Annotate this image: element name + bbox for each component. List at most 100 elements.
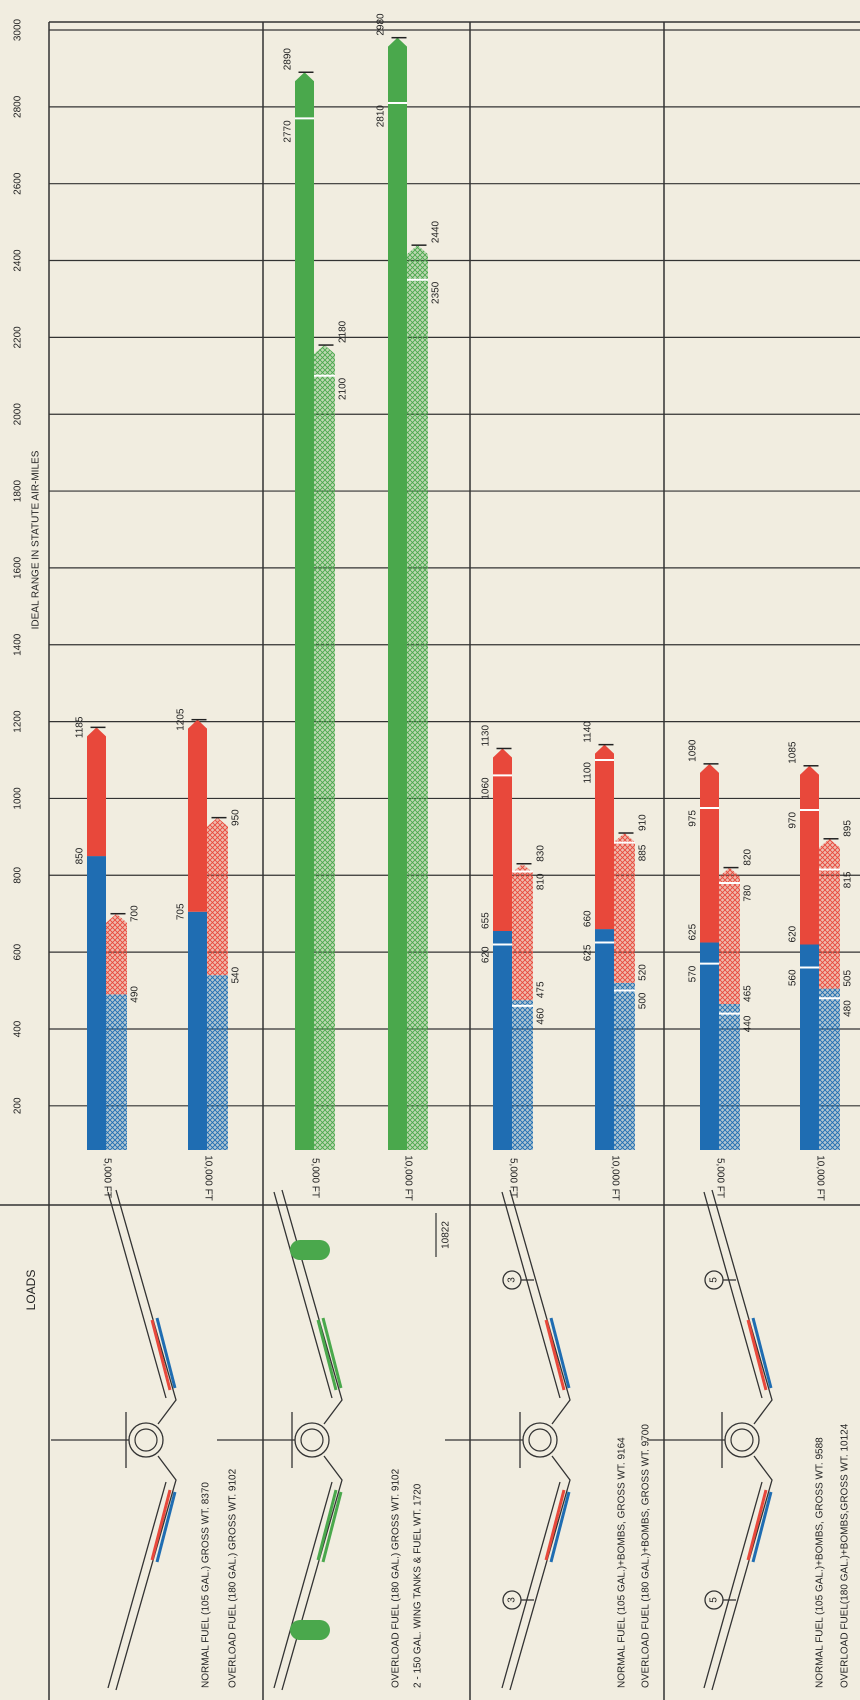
wing-stripe [549,1317,571,1389]
value-label: 1060 [481,777,492,800]
value-label: 2180 [338,320,349,343]
wing-edge [703,1191,763,1399]
altitude-label: 10,000 FT [202,1155,213,1201]
y-tick-label: 400 [13,1020,24,1037]
wing-edge [273,1191,333,1399]
bar-segment [595,929,614,1150]
wing-stripe [321,1491,343,1563]
value-label: 1205 [176,708,187,731]
value-label: 810 [536,873,547,890]
wing [711,1189,773,1425]
loads-title: LOADS [24,1270,38,1311]
y-tick-label: 1800 [13,480,24,503]
value-label: 1130 [481,725,492,747]
wing-stripe [751,1317,773,1389]
bar-segment [700,942,719,1150]
bar-segment [314,345,335,1150]
y-tick-label: 3000 [13,18,24,41]
value-label: 480 [843,1000,854,1017]
value-label: 820 [743,848,754,865]
altitude-label: 10,000 FT [814,1155,825,1201]
bomb [502,1590,522,1610]
load-total: 10822 [441,1221,452,1249]
bar-segment [512,1000,533,1150]
y-tick-label: 2000 [13,403,24,426]
value-label: 850 [75,847,86,864]
y-tick-label: 600 [13,943,24,960]
y-tick-label: 1400 [13,633,24,656]
value-label: 830 [536,845,547,862]
wing-edge [703,1481,763,1689]
value-label: 2810 [376,105,387,128]
nose [128,1422,164,1458]
bar-segment [700,763,719,943]
bar-segment [493,748,512,931]
value-label: 465 [743,985,754,1002]
wing-edge [501,1191,561,1399]
wing [711,1455,773,1691]
load-text: 2 - 150 GAL. WING TANKS & FUEL WT. 1720 [413,1483,424,1688]
wing-stripe [150,1319,172,1391]
wing [509,1189,571,1425]
bar-segment [595,744,614,930]
load-text: NORMAL FUEL (105 GAL.) GROSS WT. 8370 [201,1482,212,1688]
bomb-label: 3 [507,1277,518,1283]
wing-stripe [549,1491,571,1563]
altitude-label: 10,000 FT [609,1155,620,1201]
bar-segment [188,911,207,1150]
load-text: OVERLOAD FUEL(180 GAL.)+BOMBS,GROSS WT. … [840,1423,851,1688]
load-text: NORMAL FUEL (105 GAL.)+BOMBS, GROSS WT. … [815,1437,826,1688]
value-label: 815 [843,871,854,888]
value-label: 2980 [376,13,387,36]
y-tick-label: 2600 [13,172,24,195]
value-label: 2100 [338,377,349,400]
nose-inner [134,1428,158,1452]
value-label: 1090 [688,739,699,762]
value-label: 625 [688,923,699,940]
y-tick-label: 800 [13,867,24,884]
load-text: OVERLOAD FUEL (180 GAL.) GROSS WT. 9102 [391,1468,402,1688]
altitude-label: 5,000 FT [507,1158,518,1198]
bar-segment [207,817,228,976]
wing-edge [273,1481,333,1689]
nose-inner [730,1428,754,1452]
value-label: 560 [788,969,799,986]
altitude-label: 10,000 FT [402,1155,413,1201]
value-label: 885 [638,844,649,861]
wing [509,1455,571,1691]
load-text: OVERLOAD FUEL (180 GAL.) GROSS WT. 9102 [228,1468,239,1688]
wing-stripe [544,1319,566,1391]
value-label: 2770 [283,120,294,143]
wing-stripe [746,1319,768,1391]
value-label: 895 [843,820,854,837]
bomb-label: 5 [709,1597,720,1603]
wing-edge [107,1191,167,1399]
value-label: 460 [536,1007,547,1024]
bar-segment [800,765,819,945]
bar-segment [614,982,635,1150]
load-text: NORMAL FUEL (105 GAL.)+BOMBS, GROSS WT. … [617,1437,628,1688]
y-tick-label: 2200 [13,326,24,349]
bomb [704,1590,724,1610]
bar-segment [407,245,428,1150]
wing [115,1189,177,1425]
bar-segment [512,863,533,1001]
wing-edge [501,1481,561,1689]
altitude-label: 5,000 FT [309,1158,320,1198]
wing-stripe [316,1319,338,1391]
wing-stripe [316,1489,338,1561]
y-tick-label: 200 [13,1097,24,1114]
value-label: 505 [843,970,854,987]
bar-segment [719,1003,740,1150]
nose [522,1422,558,1458]
bar-segment [295,72,314,1150]
value-label: 625 [583,944,594,961]
value-label: 2350 [431,281,442,304]
y-tick-label: 2400 [13,249,24,272]
bar-segment [388,37,407,1150]
bar-segment [819,988,840,1150]
nose [294,1422,330,1458]
value-label: 1185 [75,716,86,738]
y-tick-label: 2800 [13,95,24,118]
bar-segment [207,975,228,1150]
